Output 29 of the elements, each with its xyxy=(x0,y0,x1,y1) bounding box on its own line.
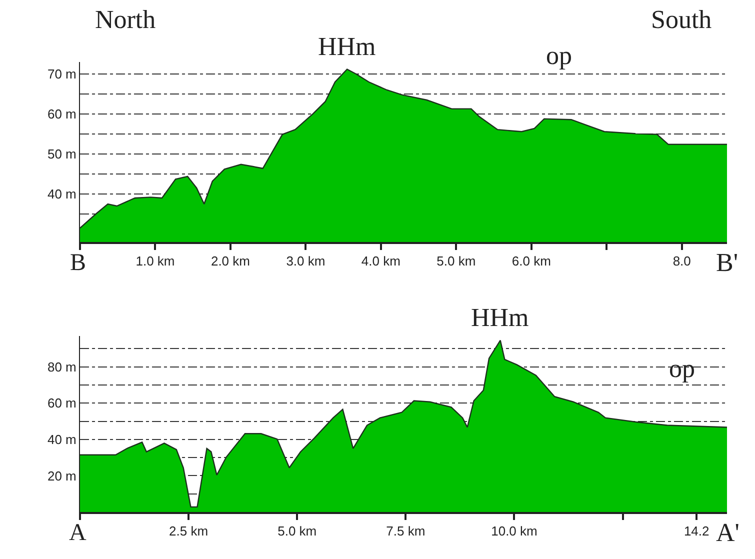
x-tick-label: 8.0 xyxy=(672,253,691,268)
x-tick-label: 14.2 xyxy=(684,523,710,538)
y-tick-label: 70 m xyxy=(47,66,76,82)
x-tick-label: 2.0 km xyxy=(210,253,250,268)
x-tick-label: 10.0 km xyxy=(491,523,538,538)
annotation: op xyxy=(546,41,572,70)
annotation: HHm xyxy=(471,303,529,332)
x-tick-label: 7.5 km xyxy=(386,523,426,538)
y-tick-label: 50 m xyxy=(47,146,76,162)
y-tick-label: 60 m xyxy=(47,396,76,411)
y-tick-label: 60 m xyxy=(47,106,76,122)
x-tick-label: 5.0 km xyxy=(436,253,476,268)
x-tick-label: 1.0 km xyxy=(136,253,175,268)
text: A' xyxy=(716,518,740,547)
y-tick-label: 80 m xyxy=(47,359,76,374)
x-tick-label: 6.0 km xyxy=(512,253,551,268)
x-tick-label: 2.5 km xyxy=(169,523,208,538)
x-tick-label: 5.0 km xyxy=(278,523,317,538)
text: South xyxy=(651,5,712,34)
y-tick-label: 40 m xyxy=(47,186,76,202)
x-tick-label: 4.0 km xyxy=(361,253,400,268)
y-tick-label: 20 m xyxy=(47,468,76,484)
text: North xyxy=(95,5,156,34)
annotation: HHm xyxy=(318,32,376,61)
text: B' xyxy=(716,248,738,277)
annotation: B xyxy=(70,250,86,276)
x-tick-label: 3.0 km xyxy=(286,253,326,268)
annotation: A xyxy=(69,520,87,546)
y-tick-label: 40 m xyxy=(47,432,76,447)
